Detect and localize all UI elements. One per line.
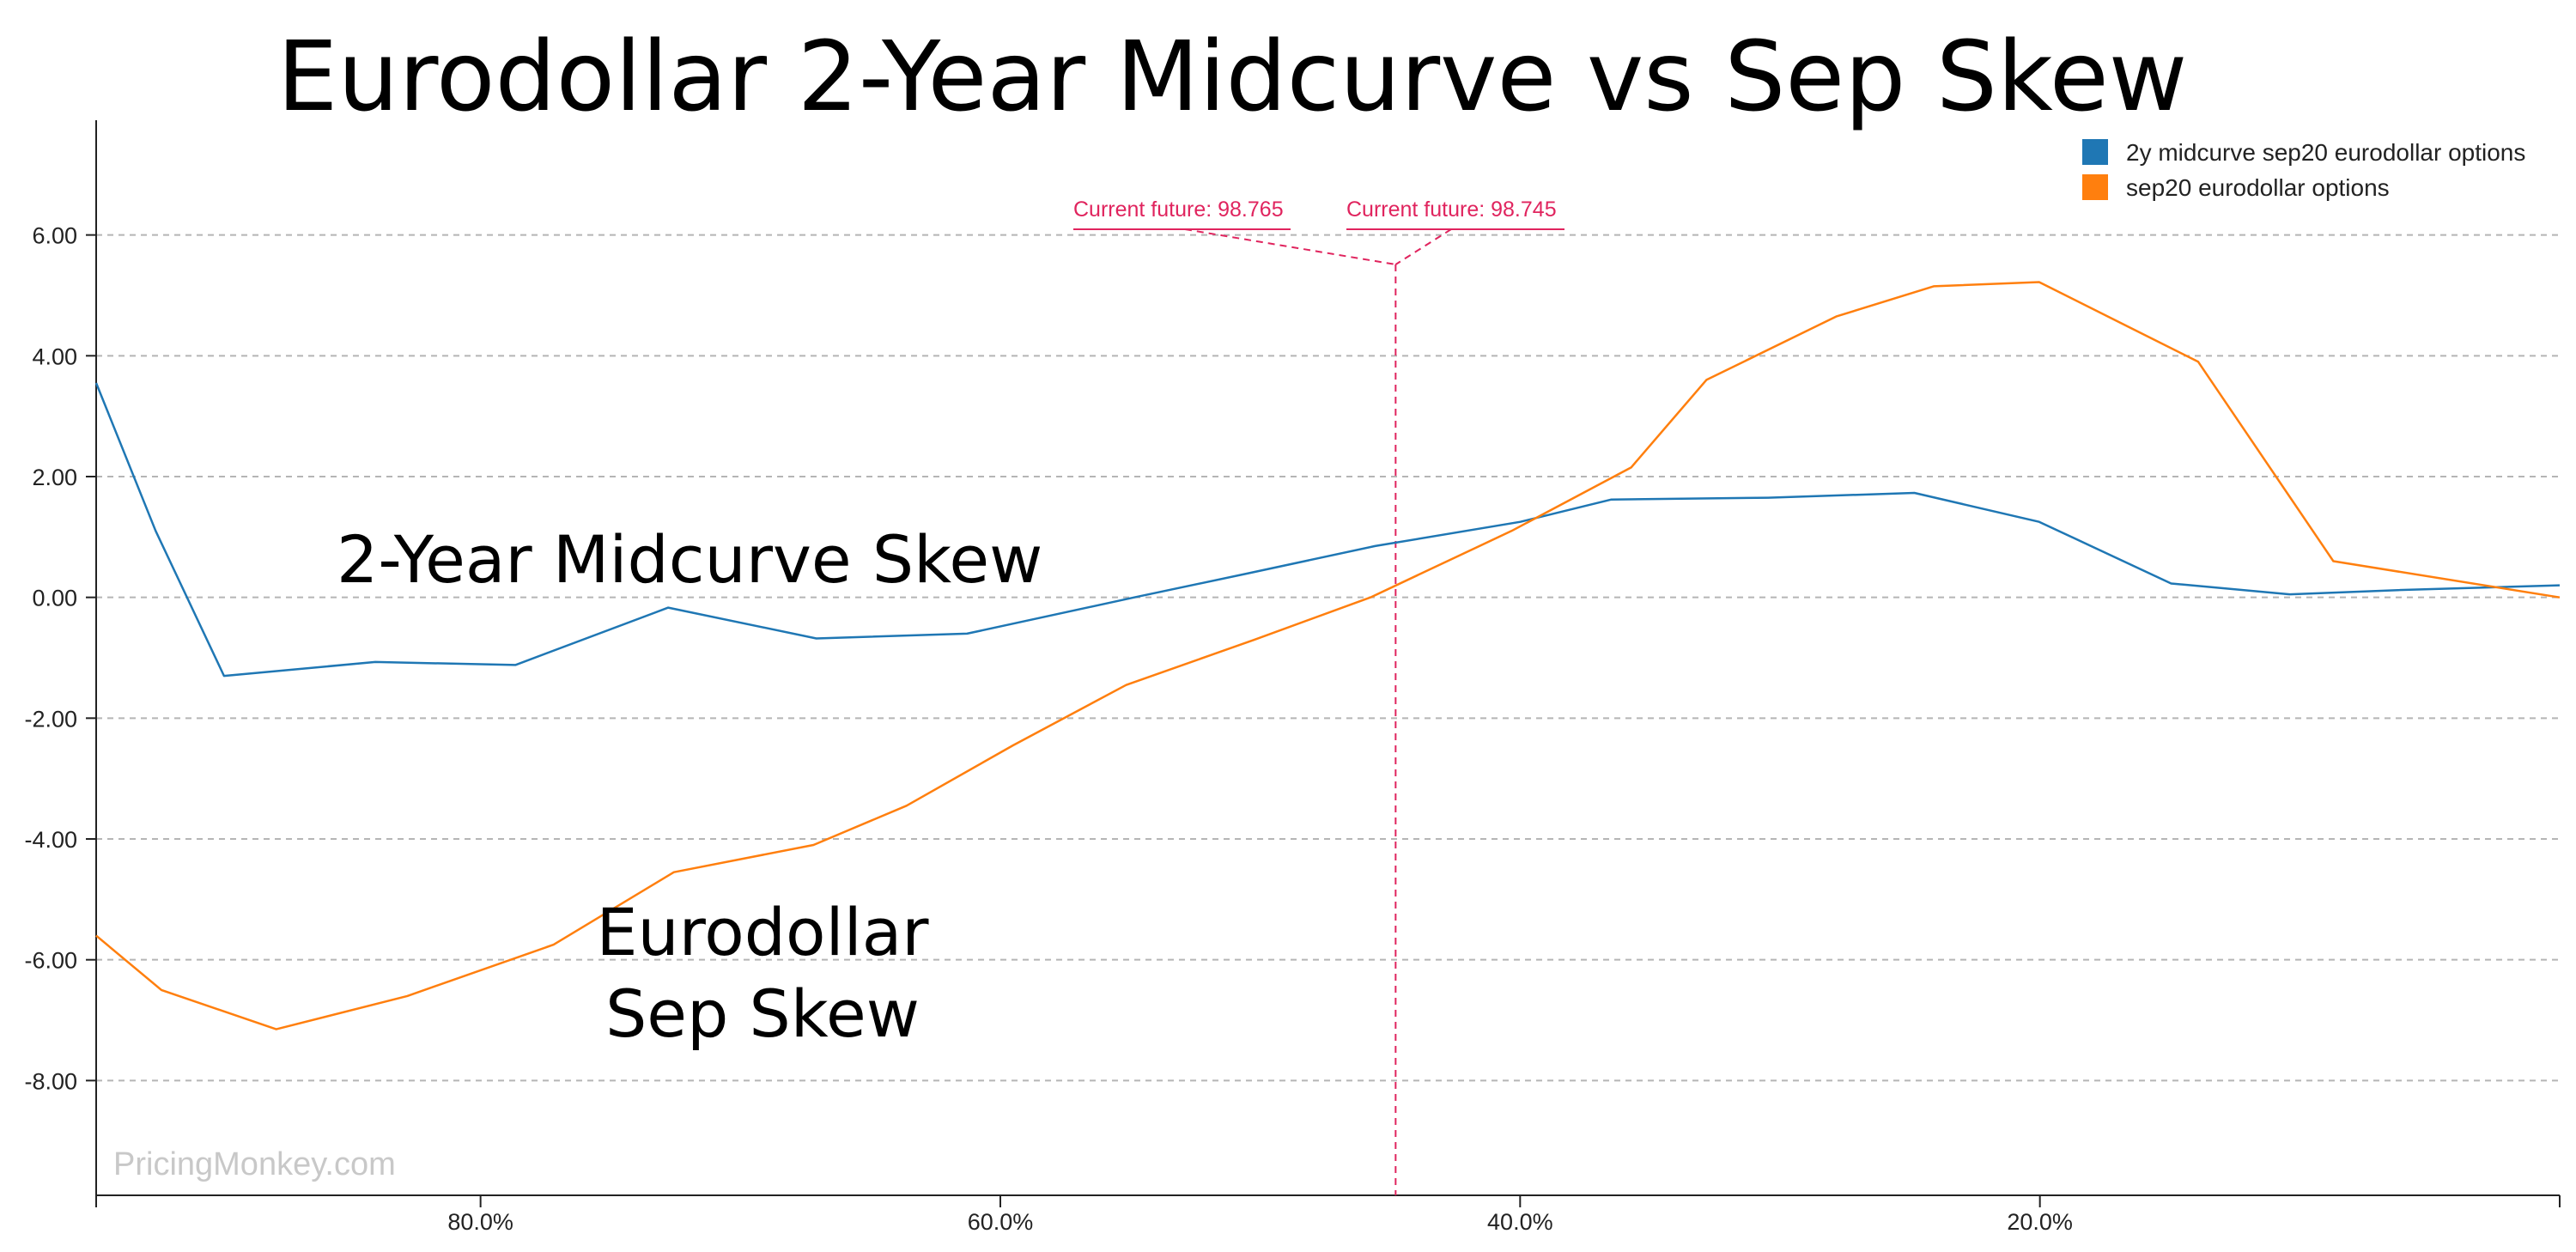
y-tick-label: -4.00 bbox=[24, 827, 77, 853]
legend-label-midcurve: 2y midcurve sep20 eurodollar options bbox=[2126, 139, 2525, 166]
chart-title: Eurodollar 2-Year Midcurve vs Sep Skew bbox=[277, 21, 2188, 133]
legend-label-sep20: sep20 eurodollar options bbox=[2126, 174, 2390, 201]
series-line-sep20 bbox=[95, 281, 2561, 1030]
x-tick-label: 60.0% bbox=[968, 1209, 1034, 1235]
grid-lines bbox=[96, 234, 2560, 1082]
x-ticks: 80.0% 60.0% 40.0% 20.0% bbox=[95, 1195, 2561, 1235]
y-tick-label: 6.00 bbox=[32, 223, 77, 249]
y-tick-label: 0.00 bbox=[32, 586, 77, 611]
current-future-right-leader bbox=[1394, 228, 1452, 265]
x-tick-label: 80.0% bbox=[447, 1209, 513, 1235]
series-line-midcurve bbox=[94, 382, 2561, 678]
y-tick-label: -6.00 bbox=[24, 948, 77, 974]
midcurve-skew-label: 2-Year Midcurve Skew bbox=[337, 521, 1042, 598]
y-ticks: 6.00 4.00 2.00 0.00 -2.00 -4.00 -6.00 -8.00 bbox=[24, 223, 96, 1094]
axes bbox=[95, 120, 2560, 1196]
y-tick-label: -2.00 bbox=[24, 706, 77, 732]
current-future-right-label: Current future: 98.745 bbox=[1346, 198, 1557, 222]
current-future-marker bbox=[1073, 228, 1564, 1195]
x-tick-label: 20.0% bbox=[2007, 1209, 2073, 1235]
legend-swatch-sep20 bbox=[2082, 174, 2108, 200]
sep-skew-label-line1: Eurodollar bbox=[596, 894, 929, 970]
y-tick-label: 2.00 bbox=[32, 465, 77, 490]
legend-swatch-midcurve bbox=[2082, 139, 2108, 165]
y-tick-label: -8.00 bbox=[24, 1068, 77, 1094]
watermark: PricingMonkey.com bbox=[113, 1146, 396, 1182]
x-tick-label: 40.0% bbox=[1487, 1209, 1553, 1235]
sep-skew-label-line2: Sep Skew bbox=[605, 975, 920, 1052]
legend: 2y midcurve sep20 eurodollar options sep… bbox=[2082, 139, 2525, 201]
current-future-left-label: Current future: 98.765 bbox=[1073, 198, 1284, 222]
y-tick-label: 4.00 bbox=[32, 343, 77, 369]
series-lines bbox=[94, 281, 2561, 1030]
